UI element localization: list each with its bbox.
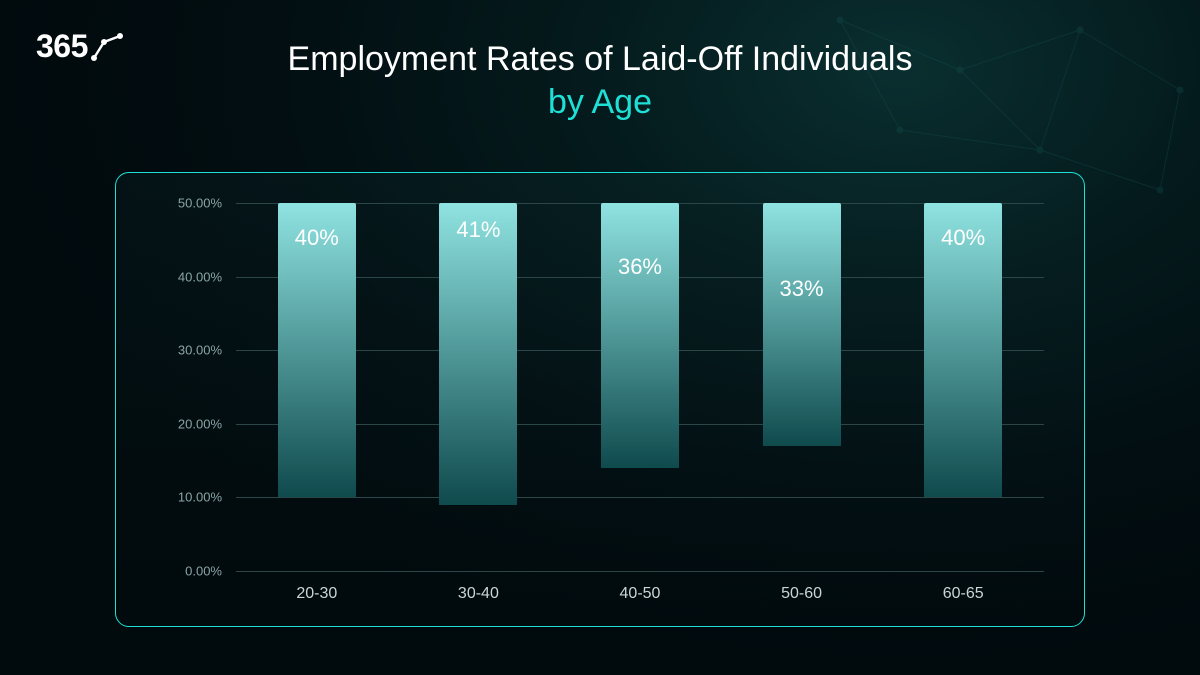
x-tick-label: 30-40: [458, 585, 499, 603]
y-tick-label: 50.00%: [178, 196, 222, 211]
y-tick-label: 20.00%: [178, 416, 222, 431]
y-tick-label: 10.00%: [178, 490, 222, 505]
x-tick-label: 20-30: [296, 585, 337, 603]
x-tick-label: 50-60: [781, 585, 822, 603]
bar-slot: 36%40-50: [559, 203, 721, 571]
x-tick-label: 40-50: [620, 585, 661, 603]
y-tick-label: 0.00%: [185, 564, 222, 579]
bar-slot: 40%20-30: [236, 203, 398, 571]
title-line-2: by Age: [0, 83, 1200, 122]
bar: [763, 203, 841, 446]
gridline: [236, 571, 1044, 572]
y-tick-label: 40.00%: [178, 269, 222, 284]
bars-container: 40%20-3041%30-4036%40-5033%50-6040%60-65: [236, 203, 1044, 571]
bar-slot: 41%30-40: [398, 203, 560, 571]
bar: [439, 203, 517, 505]
bar-value-label: 41%: [456, 217, 500, 243]
bar-value-label: 40%: [941, 225, 985, 251]
bar-slot: 40%60-65: [882, 203, 1044, 571]
bar-value-label: 36%: [618, 254, 662, 280]
y-tick-label: 30.00%: [178, 343, 222, 358]
x-tick-label: 60-65: [943, 585, 984, 603]
title-line-1: Employment Rates of Laid-Off Individuals: [0, 40, 1200, 79]
bar: [601, 203, 679, 468]
chart-title: Employment Rates of Laid-Off Individuals…: [0, 40, 1200, 122]
chart-panel: 0.00%10.00%20.00%30.00%40.00%50.00% 40%2…: [115, 172, 1085, 627]
bar-slot: 33%50-60: [721, 203, 883, 571]
plot-area: 0.00%10.00%20.00%30.00%40.00%50.00% 40%2…: [236, 203, 1044, 571]
bar-value-label: 40%: [295, 225, 339, 251]
bar-value-label: 33%: [780, 276, 824, 302]
